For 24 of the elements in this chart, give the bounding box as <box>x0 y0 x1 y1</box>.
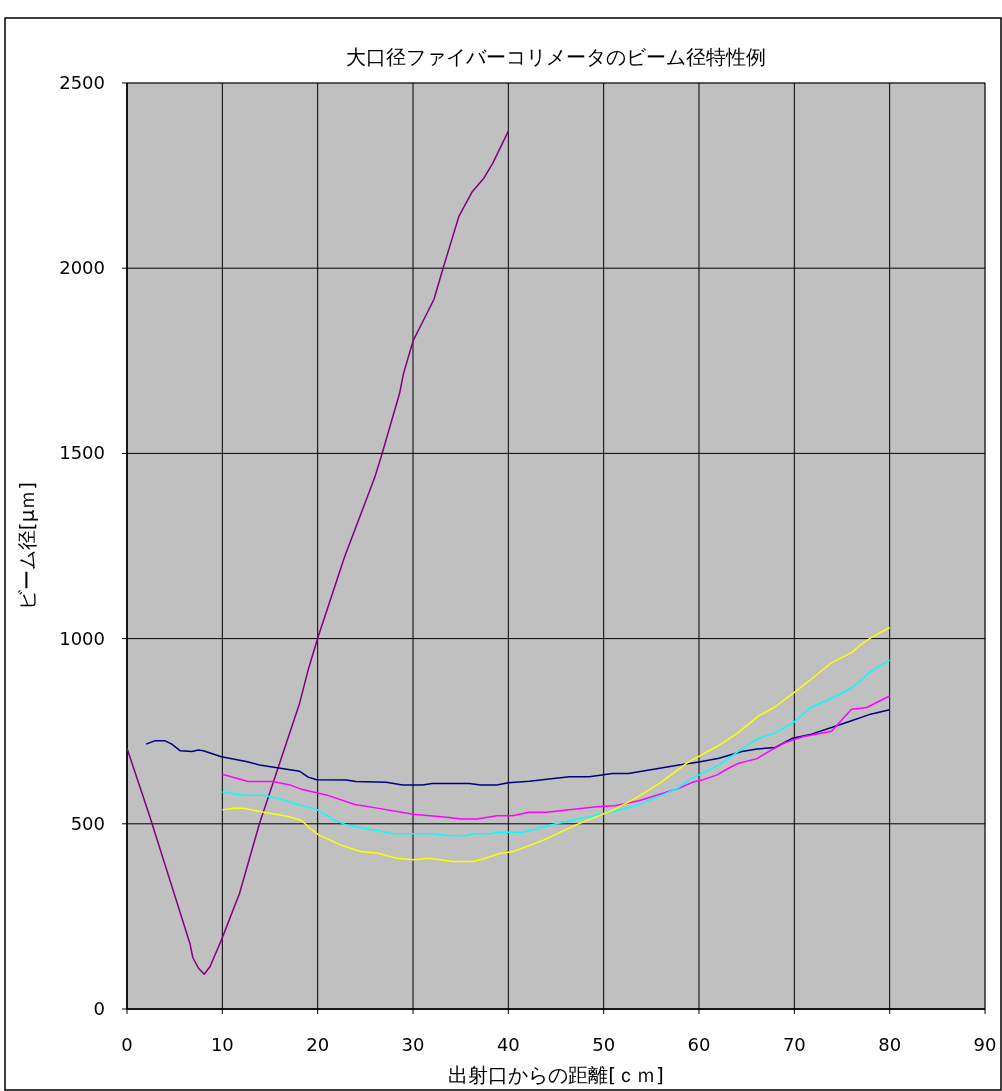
line-series <box>126 130 510 975</box>
x-tick-label: 80 <box>878 1034 902 1055</box>
x-tick-label: 10 <box>210 1034 234 1055</box>
line-series <box>221 626 891 863</box>
y-tick-label: 0 <box>93 998 105 1019</box>
x-tick-label: 70 <box>782 1034 806 1055</box>
x-tick-label: 20 <box>306 1034 330 1055</box>
y-tick-label: 2500 <box>59 72 105 93</box>
line-series <box>221 659 891 837</box>
x-tick-label: 0 <box>121 1034 133 1055</box>
x-tick-label: 40 <box>496 1034 520 1055</box>
x-tick-label: 50 <box>592 1034 616 1055</box>
y-tick-label: 1000 <box>59 627 105 649</box>
y-tick-label: 1500 <box>59 442 105 464</box>
x-tick-label: 30 <box>401 1034 425 1055</box>
y-axis-title: ビーム径[μｍ] <box>15 481 39 611</box>
x-tick-label: 60 <box>687 1034 711 1055</box>
x-tick-label: 90 <box>973 1034 997 1055</box>
line-series <box>221 695 891 820</box>
line-series <box>145 708 891 786</box>
y-tick-label: 2000 <box>59 257 105 279</box>
x-axis-title: 出射口からの距離[ｃｍ] <box>448 1063 664 1087</box>
chart-title: 大口径ファイバーコリメータのビーム径特性例 <box>346 45 766 69</box>
y-tick-label: 500 <box>70 812 105 834</box>
